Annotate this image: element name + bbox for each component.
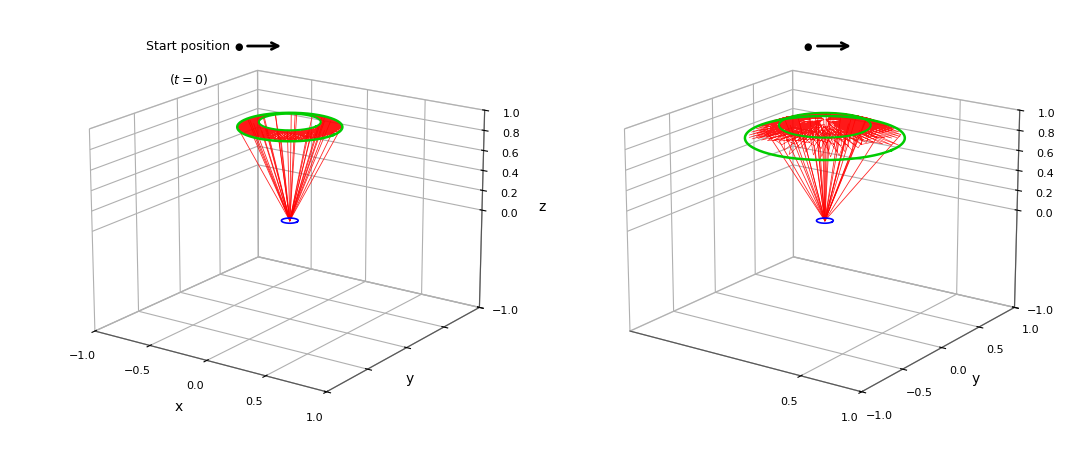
Text: y: y (406, 372, 414, 386)
Text: ●: ● (804, 42, 812, 53)
Text: Start position: Start position (146, 39, 230, 53)
Text: $(t = 0)$: $(t = 0)$ (169, 72, 207, 87)
Text: y: y (971, 372, 980, 386)
X-axis label: x: x (175, 400, 183, 414)
Text: ●: ● (234, 42, 242, 53)
